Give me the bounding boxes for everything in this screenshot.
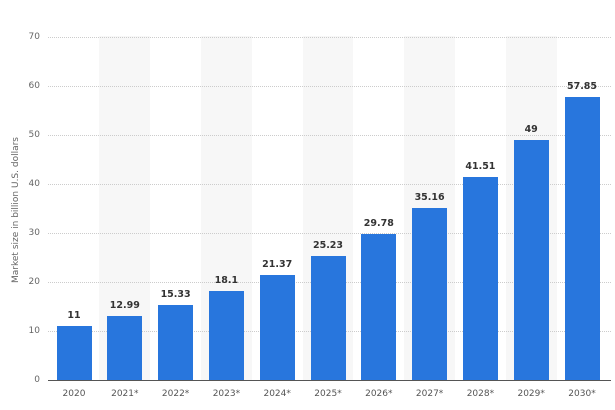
x-tick-label: 2025* bbox=[314, 389, 342, 399]
gridline bbox=[48, 86, 611, 87]
bar-value-label: 21.37 bbox=[262, 259, 293, 271]
bar[interactable] bbox=[56, 326, 92, 380]
bar[interactable] bbox=[462, 176, 498, 380]
x-tick-label: 2027* bbox=[415, 389, 444, 399]
y-tick-label: 40 bbox=[28, 179, 40, 189]
y-tick-label: 30 bbox=[28, 228, 40, 238]
y-tick-label: 20 bbox=[28, 277, 40, 287]
x-tick-label: 2024* bbox=[263, 389, 291, 399]
bar-value-label: 18.1 bbox=[214, 275, 239, 287]
x-tick-label: 2026* bbox=[365, 389, 393, 399]
y-tick-label: 10 bbox=[28, 326, 40, 336]
x-tick-label: 2023* bbox=[212, 389, 241, 399]
bar-value-label: 15.33 bbox=[160, 288, 191, 300]
bar[interactable] bbox=[158, 304, 194, 380]
bar[interactable] bbox=[107, 316, 143, 380]
bar-value-label: 49 bbox=[524, 123, 538, 135]
bar[interactable] bbox=[310, 256, 346, 380]
bar-value-label: 41.51 bbox=[465, 160, 496, 172]
x-tick-label: 2020 bbox=[62, 389, 86, 399]
gridline bbox=[48, 233, 611, 234]
bar[interactable] bbox=[208, 291, 244, 380]
gridline bbox=[48, 135, 611, 136]
y-tick-label: 0 bbox=[34, 375, 40, 385]
bar-value-label: 35.16 bbox=[414, 191, 445, 203]
y-tick-label: 50 bbox=[28, 130, 40, 140]
x-tick-label: 2022* bbox=[161, 389, 190, 399]
x-tick-label: 2028* bbox=[466, 389, 495, 399]
bar-value-label: 12.99 bbox=[109, 300, 140, 312]
bar-value-label: 57.85 bbox=[566, 80, 598, 92]
x-tick-label: 2029* bbox=[517, 389, 545, 399]
x-tick-label: 2030* bbox=[568, 389, 596, 399]
y-tick-label: 70 bbox=[28, 32, 40, 42]
y-tick-label: 60 bbox=[28, 81, 40, 91]
bar-value-label: 29.78 bbox=[363, 218, 394, 230]
bar-value-label: 11 bbox=[67, 310, 81, 322]
x-tick-label: 2021* bbox=[111, 389, 139, 399]
bar[interactable] bbox=[513, 139, 549, 380]
gridline bbox=[48, 37, 611, 38]
bar-value-label: 25.23 bbox=[312, 240, 344, 252]
y-axis-label: Market size in billion U.S. dollars bbox=[11, 137, 21, 283]
x-axis-line bbox=[48, 380, 611, 381]
bar[interactable] bbox=[361, 234, 397, 380]
gridline bbox=[48, 184, 611, 185]
bar[interactable] bbox=[412, 207, 448, 380]
bar[interactable] bbox=[564, 96, 600, 380]
bar[interactable] bbox=[259, 275, 295, 380]
